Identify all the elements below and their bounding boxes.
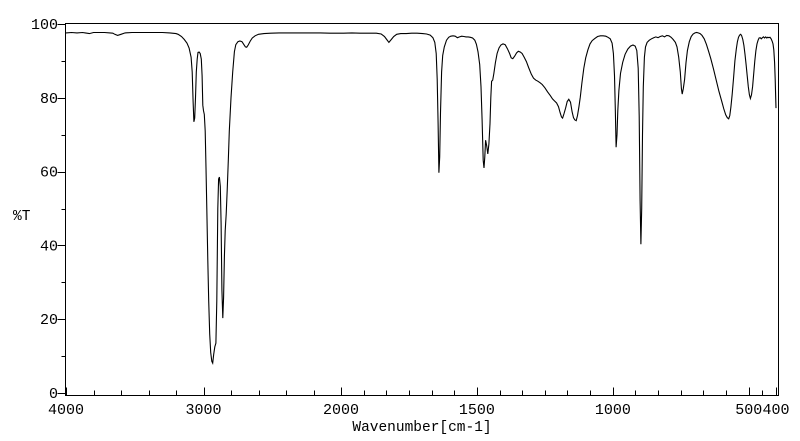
x-tick-label-1500: 1500 bbox=[459, 402, 495, 419]
x-tick-label-2000: 2000 bbox=[323, 402, 359, 419]
y-tick-label-80: 80 bbox=[40, 91, 58, 108]
x-tick-label-1000: 1000 bbox=[595, 402, 631, 419]
y-axis-title: %T bbox=[13, 209, 31, 225]
x-tick-label-3000: 3000 bbox=[185, 402, 221, 419]
y-tick-label-0: 0 bbox=[49, 386, 58, 403]
x-tick-label-400: 400 bbox=[762, 402, 789, 419]
y-tick-label-40: 40 bbox=[40, 238, 58, 255]
y-tick-label-60: 60 bbox=[40, 165, 58, 182]
axis-ticks bbox=[57, 24, 777, 396]
axis-tick-labels: 0 20 40 60 80 100 4000 3000 2000 1500 1000 500 400 bbox=[31, 17, 790, 419]
spectrum-trace-group bbox=[65, 31, 777, 366]
y-tick-label-100: 100 bbox=[31, 17, 58, 34]
plot-border bbox=[65, 23, 779, 396]
x-tick-label-500: 500 bbox=[735, 402, 762, 419]
x-axis-title: Wavenumber[cm-1] bbox=[352, 420, 491, 436]
spectrum-trace bbox=[65, 31, 777, 366]
y-tick-label-20: 20 bbox=[40, 312, 58, 329]
x-tick-label-4000: 4000 bbox=[48, 402, 84, 419]
axes bbox=[65, 23, 779, 396]
